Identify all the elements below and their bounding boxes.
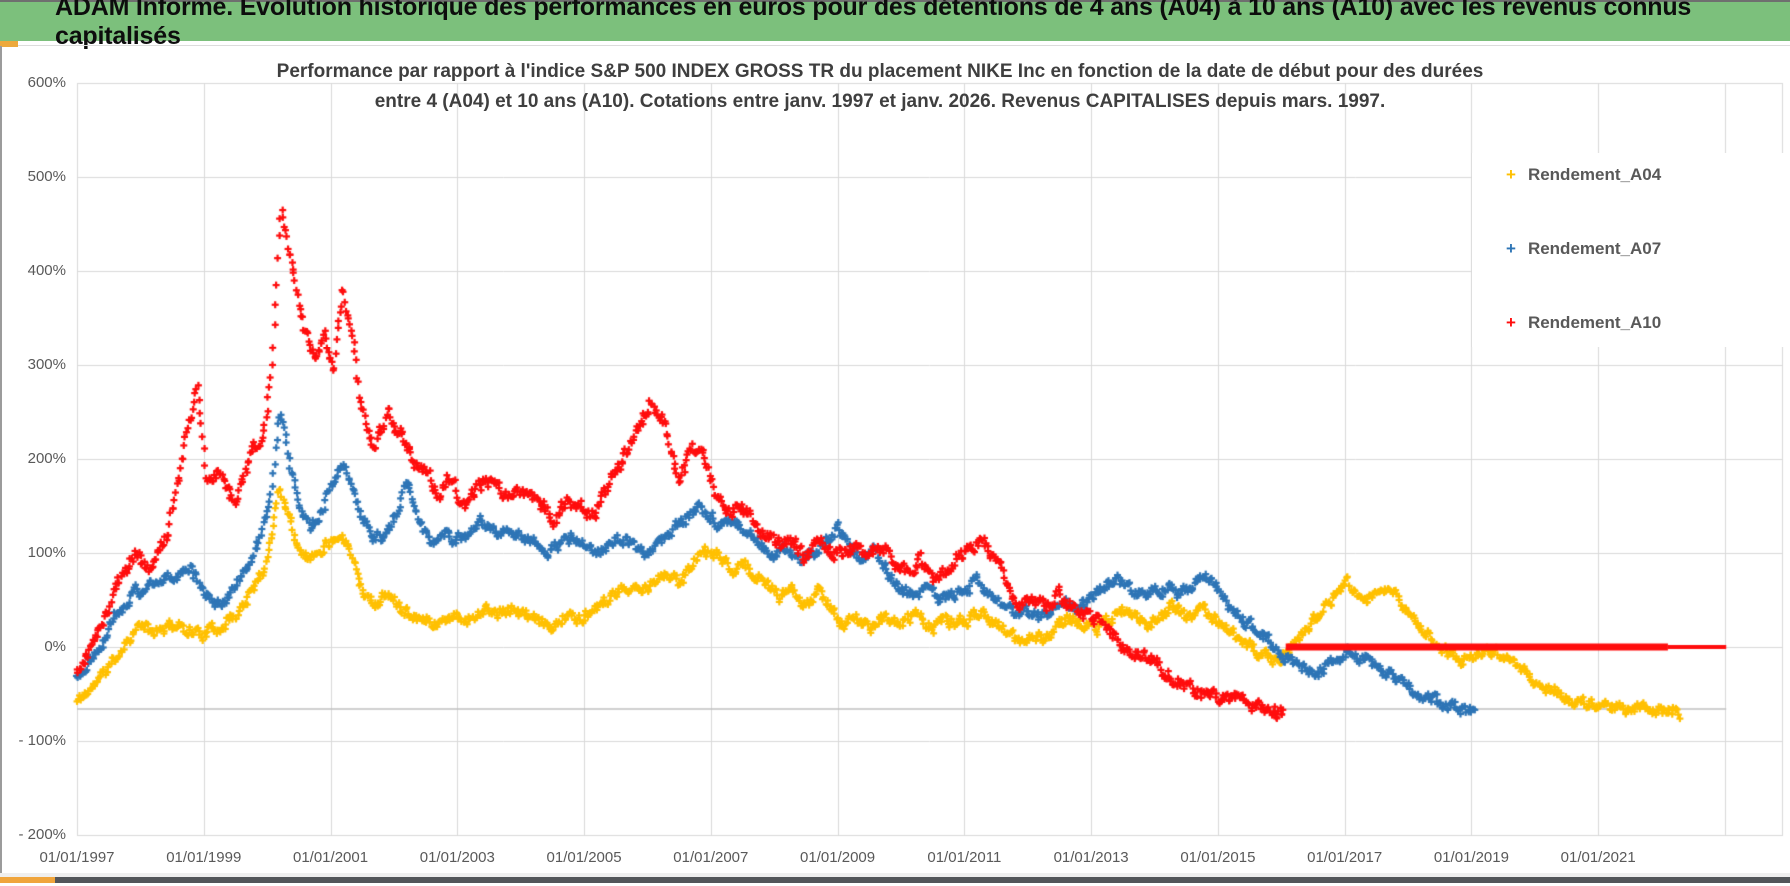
legend-label: Rendement_A04 xyxy=(1527,165,1662,184)
horizontal-scrollbar-thumb[interactable] xyxy=(0,877,55,883)
x-axis-tick-label: 01/01/2007 xyxy=(673,849,749,866)
y-axis-tick-label: - 100% xyxy=(18,732,66,749)
y-axis-tick-label: 100% xyxy=(27,544,66,561)
x-axis-tick-label: 01/01/1997 xyxy=(39,849,115,866)
y-axis-tick-label: 400% xyxy=(27,262,66,279)
chart-title-line2: entre 4 (A04) et 10 ans (A10). Cotations… xyxy=(374,91,1386,112)
x-axis-tick-label: 01/01/2021 xyxy=(1560,849,1636,866)
legend-label: Rendement_A10 xyxy=(1527,313,1662,332)
x-axis-tick-label: 01/01/2015 xyxy=(1180,849,1256,866)
x-axis-tick-label: 01/01/1999 xyxy=(166,849,242,866)
legend-plus-marker-icon: + xyxy=(1506,313,1516,332)
legend-item-rendement_a04: + Rendement_A04 xyxy=(1506,165,1784,185)
legend-item-rendement_a07: + Rendement_A07 xyxy=(1506,239,1784,259)
chart-legend: + Rendement_A04 + Rendement_A07 + Rendement_A… xyxy=(1472,153,1784,347)
x-axis-tick-label: 01/01/2013 xyxy=(1053,849,1129,866)
horizontal-scrollbar-track xyxy=(0,873,1790,877)
x-axis-tick-label: 01/01/2005 xyxy=(546,849,622,866)
horizontal-scrollbar[interactable] xyxy=(0,877,1790,883)
chart-title: Performance par rapport à l'indice S&P 5… xyxy=(230,57,1530,117)
bottom-margin xyxy=(0,883,1790,886)
x-axis-tick-label: 01/01/2003 xyxy=(419,849,495,866)
y-axis-tick-label: 600% xyxy=(27,74,66,91)
x-axis-tick-label: 01/01/2011 xyxy=(927,849,1002,866)
y-axis-tick-label: 300% xyxy=(27,356,66,373)
legend-label: Rendement_A07 xyxy=(1527,239,1662,258)
legend-item-rendement_a10: + Rendement_A10 xyxy=(1506,313,1784,333)
legend-plus-marker-icon: + xyxy=(1506,165,1516,184)
x-axis-tick-label: 01/01/2017 xyxy=(1307,849,1383,866)
x-axis-tick-label: 01/01/2019 xyxy=(1433,849,1509,866)
x-axis-tick-label: 01/01/2009 xyxy=(800,849,876,866)
chart-title-line1: Performance par rapport à l'indice S&P 5… xyxy=(276,61,1484,82)
y-axis-tick-label: - 200% xyxy=(18,826,66,843)
y-axis-tick-label: 0% xyxy=(44,638,66,655)
y-axis-tick-label: 500% xyxy=(27,168,66,185)
x-axis-tick-label: 01/01/2001 xyxy=(292,849,369,866)
legend-plus-marker-icon: + xyxy=(1506,239,1516,258)
y-axis-tick-label: 200% xyxy=(27,450,66,467)
